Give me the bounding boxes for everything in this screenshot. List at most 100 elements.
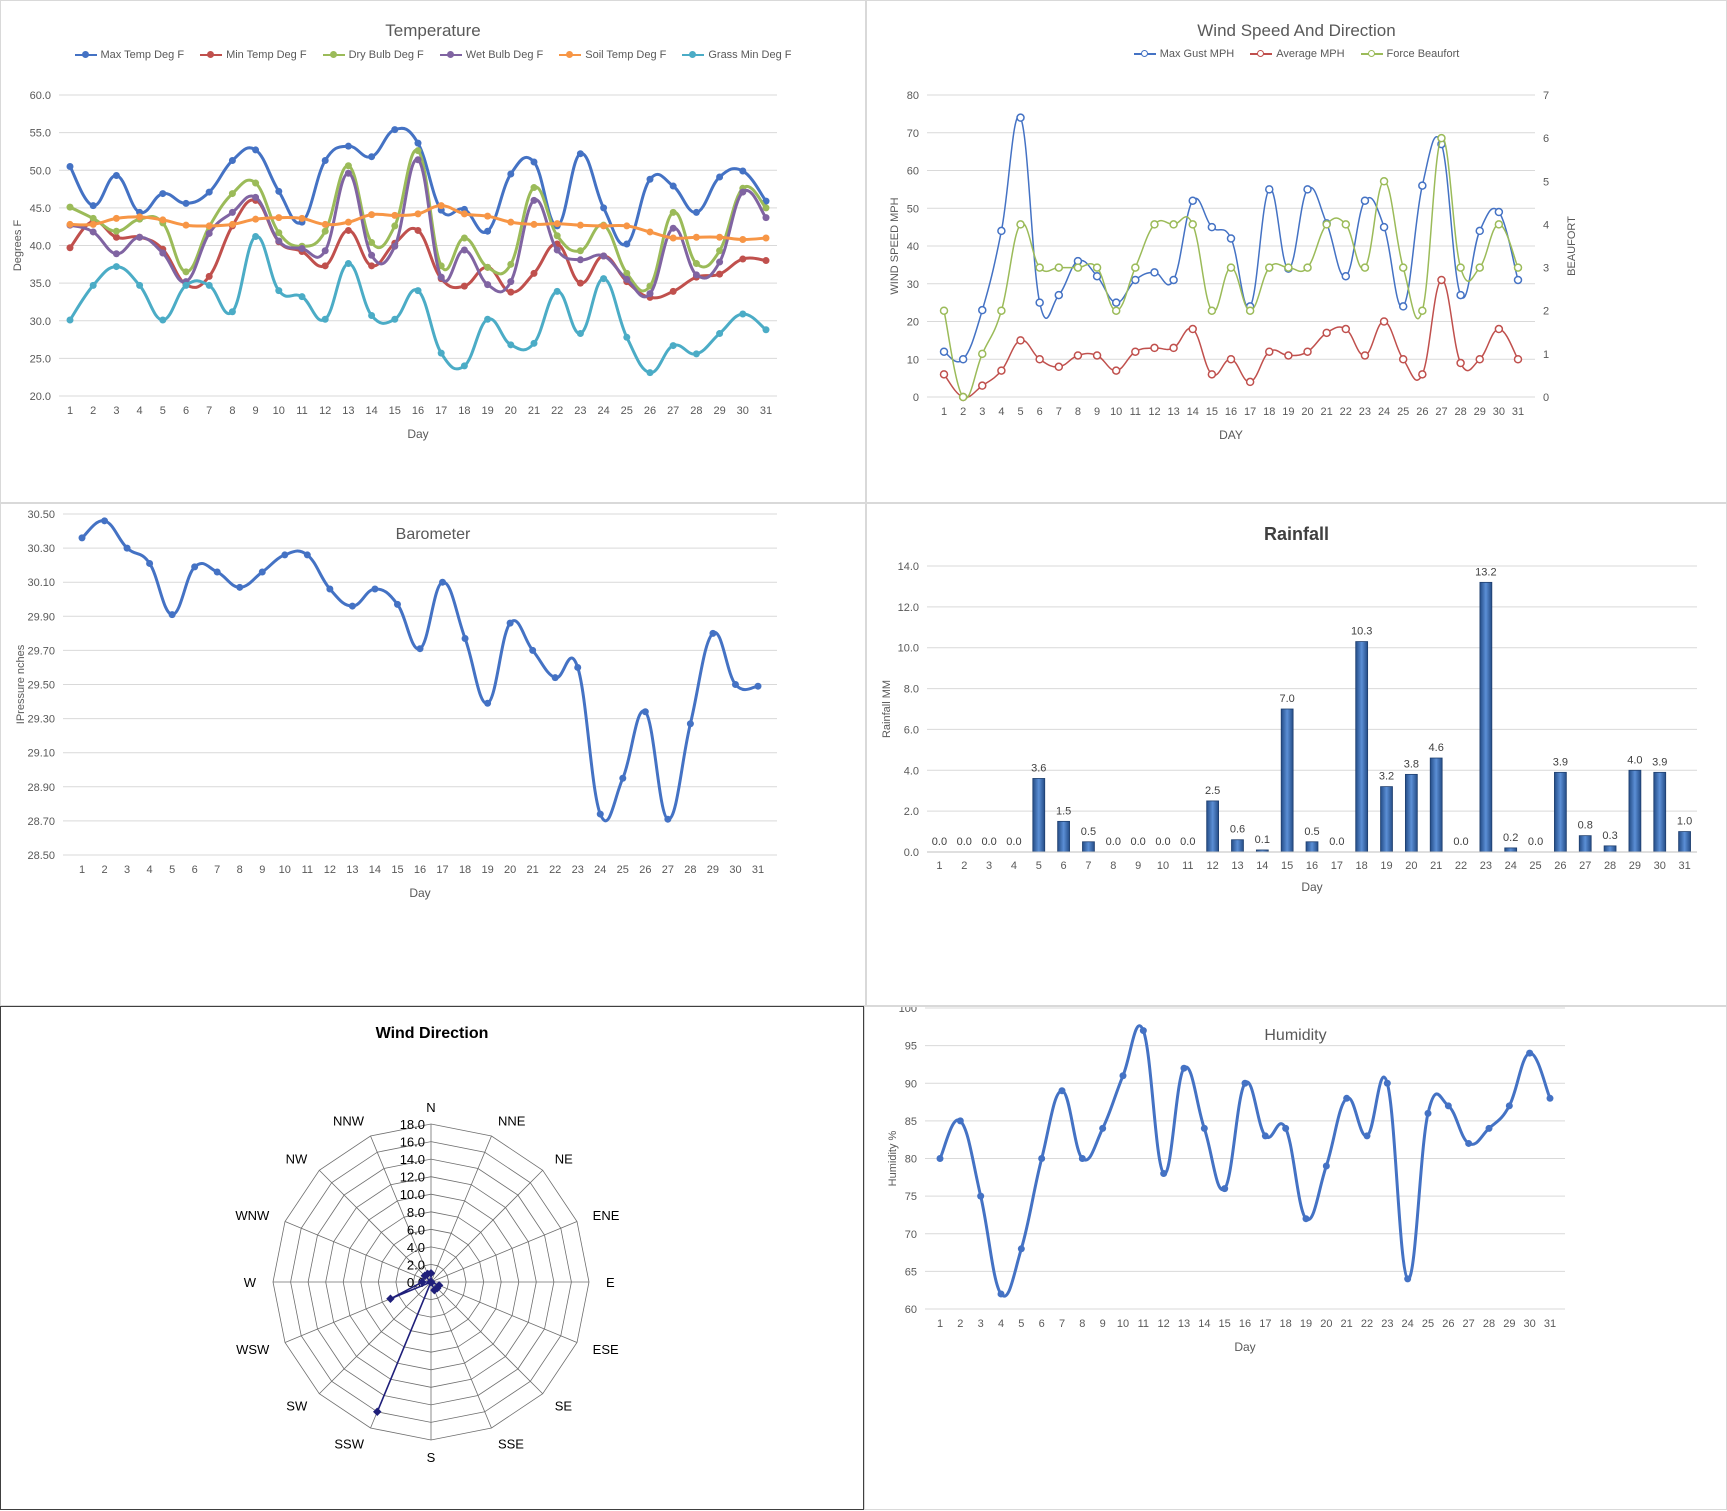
data-point <box>368 311 376 319</box>
data-point <box>1284 351 1293 360</box>
data-point <box>1078 1155 1086 1162</box>
data-point <box>507 341 515 349</box>
data-point <box>1494 220 1504 229</box>
y-tick-label: 10 <box>907 354 919 366</box>
x-tick-label: 13 <box>1178 1318 1190 1330</box>
data-point <box>978 305 987 315</box>
data-point <box>576 150 584 158</box>
rain-bar <box>1082 841 1095 853</box>
data-point <box>1226 234 1236 243</box>
data-point <box>939 306 949 315</box>
rain-bar <box>1032 778 1046 853</box>
data-point <box>646 175 654 183</box>
barometer-chart-panel: Barometer 28.50 28.70 28.90 29.10 29.30 29.50… <box>0 503 866 1006</box>
data-point <box>1341 324 1351 334</box>
bar-value-label: 0.0 <box>1130 836 1145 848</box>
radar-spoke <box>430 1281 544 1395</box>
rain-bar <box>1355 641 1369 853</box>
bar-value-label: 0.1 <box>1255 834 1270 846</box>
data-point <box>958 355 968 364</box>
bar-value-label: 7.0 <box>1280 693 1295 705</box>
x-tick-label: 21 <box>528 405 540 417</box>
y-axis-label: Degrees F <box>12 220 24 272</box>
x-tick-label: 9 <box>1100 1318 1106 1330</box>
data-point <box>1016 220 1025 229</box>
x-tick-label: 11 <box>302 864 313 876</box>
data-point <box>1073 263 1083 272</box>
x-tick-label: 29 <box>1503 1318 1515 1330</box>
x-tick-label: 29 <box>713 405 725 417</box>
x-tick-label: 21 <box>1321 406 1333 418</box>
x-tick-label: 5 <box>169 864 175 876</box>
data-point <box>1282 1124 1290 1132</box>
data-point <box>1513 355 1523 364</box>
data-point <box>1092 263 1102 272</box>
wind-chart-title: Wind Speed And Direction <box>1197 21 1396 40</box>
bar-value-label: 0.0 <box>1106 836 1121 848</box>
data-point <box>576 279 584 287</box>
data-point <box>1418 181 1427 190</box>
data-point <box>1111 298 1121 307</box>
data-point <box>1363 1132 1371 1140</box>
data-point <box>507 218 515 226</box>
data-point <box>1379 222 1389 232</box>
x-tick-label: 2 <box>90 405 96 417</box>
radar-point <box>417 1277 427 1287</box>
data-point <box>275 187 283 195</box>
x-tick-label: 5 <box>1036 860 1042 872</box>
x-tick-label: 6 <box>183 405 189 417</box>
x-tick-label: 8 <box>1079 1318 1085 1330</box>
direction-label: NNW <box>333 1113 365 1128</box>
y2-tick-label: 4 <box>1543 219 1549 231</box>
radar-spoke <box>430 1169 544 1283</box>
data-point <box>600 275 608 283</box>
data-point <box>1265 347 1274 356</box>
data-point <box>1111 366 1121 375</box>
legend-label: Average MPH <box>1276 48 1345 60</box>
x-tick-label: 24 <box>597 405 609 417</box>
data-point <box>205 281 213 289</box>
bar-value-label: 0.0 <box>981 836 996 848</box>
x-tick-label: 15 <box>389 405 401 417</box>
x-tick-label: 20 <box>1320 1318 1332 1330</box>
x-tick-label: 7 <box>1059 1318 1065 1330</box>
data-point <box>298 214 306 222</box>
data-point <box>530 196 538 204</box>
data-point <box>228 190 236 198</box>
direction-label: NE <box>555 1151 573 1166</box>
x-tick-label: 17 <box>435 405 447 417</box>
rain-bar <box>1429 757 1443 853</box>
data-point <box>1054 263 1064 272</box>
data-point <box>416 645 424 653</box>
legend-swatch <box>439 51 462 59</box>
data-point <box>344 142 352 150</box>
x-tick-label: 28 <box>684 864 696 876</box>
x-tick-label: 9 <box>1094 406 1100 418</box>
x-tick-label: 31 <box>1544 1318 1556 1330</box>
data-point <box>1160 1170 1168 1178</box>
x-tick-label: 25 <box>1397 406 1409 418</box>
x-tick-label: 26 <box>1416 406 1428 418</box>
data-point <box>414 139 422 147</box>
x-tick-label: 26 <box>1554 860 1566 872</box>
x-tick-label: 11 <box>1182 860 1193 872</box>
data-point <box>1456 263 1465 272</box>
data-point <box>252 193 260 201</box>
x-tick-label: 25 <box>1529 860 1541 872</box>
radial-tick-label: 10.0 <box>400 1187 425 1202</box>
y2-tick-label: 6 <box>1543 133 1549 145</box>
data-point <box>437 202 445 210</box>
legend-swatch <box>200 51 223 59</box>
data-point <box>1475 355 1484 364</box>
rain-bar <box>1504 847 1518 853</box>
winddir-chart-svg: NNNENEENEEESESESSESSSWSWWSWWWNWNWNNW0.02… <box>235 1100 619 1465</box>
x-tick-label: 21 <box>527 864 539 876</box>
data-point <box>205 229 213 237</box>
data-point <box>321 262 329 270</box>
data-point <box>716 173 724 181</box>
data-point <box>576 330 584 338</box>
data-point <box>326 585 334 593</box>
x-tick-label: 9 <box>259 864 265 876</box>
data-point <box>956 1117 964 1125</box>
rain-bar <box>1554 771 1567 853</box>
